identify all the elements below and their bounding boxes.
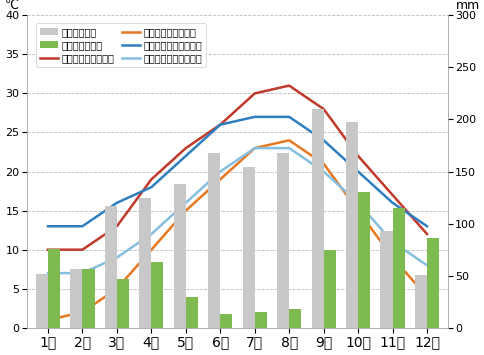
Bar (139, 198, 151, 328)
Bar (48, 248, 60, 328)
Bar (357, 192, 369, 328)
Bar (380, 231, 392, 328)
Bar (220, 314, 232, 328)
Legend: 東京の降水量, ニースの降水量, 東京の平均最高気温, 東京の平均最低気温, ニースの平均最高気温, ニースの平均最低気温: 東京の降水量, ニースの降水量, 東京の平均最高気温, 東京の平均最低気温, ニ… (36, 23, 206, 67)
Bar (185, 296, 197, 328)
Bar (288, 309, 301, 328)
Bar (117, 279, 129, 328)
Bar (151, 262, 163, 328)
Bar (242, 167, 254, 328)
Bar (70, 269, 82, 328)
Bar (276, 153, 288, 328)
Bar (82, 269, 94, 328)
Bar (323, 250, 335, 328)
Bar (36, 274, 48, 328)
Bar (105, 206, 117, 328)
Bar (173, 184, 185, 328)
Bar (426, 238, 438, 328)
Y-axis label: mm: mm (455, 0, 479, 12)
Y-axis label: ℃: ℃ (5, 0, 19, 12)
Bar (254, 312, 266, 328)
Bar (392, 208, 404, 328)
Bar (414, 275, 426, 328)
Bar (311, 109, 323, 328)
Bar (208, 153, 220, 328)
Bar (345, 121, 357, 328)
